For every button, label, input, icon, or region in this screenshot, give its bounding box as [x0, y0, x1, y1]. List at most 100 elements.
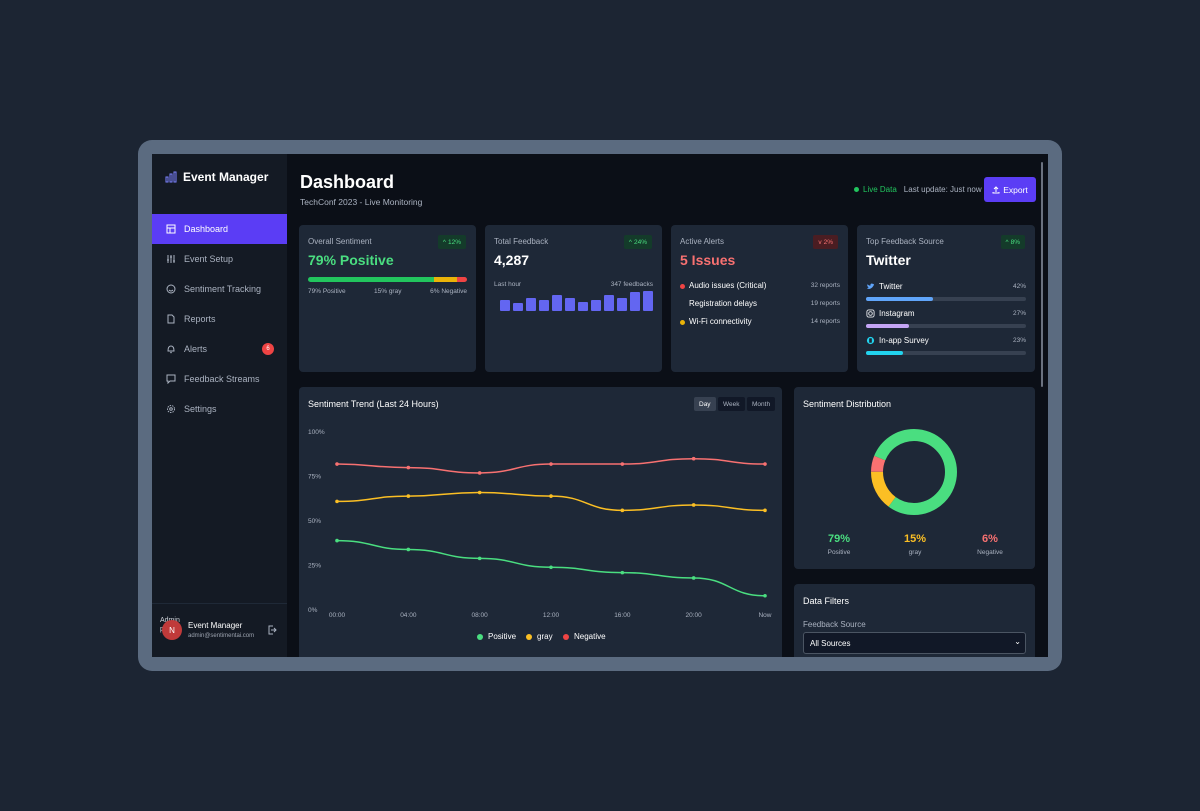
sidebar-item-sentiment-tracking[interactable]: Sentiment Tracking — [152, 274, 287, 304]
sentiment-distribution-card: Sentiment Distribution 79% Positive 15% … — [794, 387, 1035, 569]
user-email: admin@sentimentai.com — [188, 633, 255, 639]
legend-swatch — [526, 633, 532, 640]
gray-segment — [433, 277, 458, 282]
alert-item[interactable]: Wi-Fi connectivity 14 reports — [680, 317, 840, 329]
source-track — [866, 324, 1026, 328]
source-pct: 27% — [1012, 310, 1026, 317]
alert-item[interactable]: Registration delays 19 reports — [680, 299, 840, 311]
card-label: Top Feedback Source — [866, 237, 944, 246]
feedback-bar — [513, 303, 523, 311]
feedback-source-select[interactable]: All Sources ⌄ — [803, 632, 1026, 654]
data-point-gray — [549, 494, 553, 498]
x-tick-label: 12:00 — [543, 612, 560, 619]
data-point-gray — [477, 490, 482, 495]
feedback-bar — [500, 300, 510, 311]
donut-slice-positive — [871, 429, 957, 515]
sidebar-item-alerts[interactable]: Alerts 6 — [152, 334, 287, 364]
feedback-bar — [591, 300, 601, 311]
critical-dot — [680, 284, 685, 289]
last-hour-label: Last hour — [494, 281, 522, 288]
upload-icon — [992, 185, 1000, 193]
sidebar-item-reports[interactable]: Reports — [152, 304, 287, 334]
sidebar-item-label: Settings — [184, 404, 217, 414]
data-point-positive — [763, 593, 767, 598]
feedback-bar — [604, 295, 614, 311]
card-label: Total Feedback — [494, 237, 549, 246]
y-tick-label: 100% — [308, 429, 325, 436]
sidebar: Event Manager Dashboard Event Setup Sent… — [152, 154, 287, 657]
feedback-total: 4,287 — [494, 252, 530, 268]
export-button[interactable]: Export — [984, 177, 1036, 202]
negative-pct-label: 6% Negative — [430, 288, 467, 295]
negative-label: Negative — [977, 549, 1003, 556]
source-fill — [866, 351, 903, 355]
source-row-twitter: Twitter 42% — [866, 282, 1026, 306]
top-source-value: Twitter — [866, 252, 911, 268]
app-window: Event Manager Dashboard Event Setup Sent… — [152, 154, 1048, 657]
logout-icon[interactable] — [267, 625, 277, 635]
user-profile: Admin profile N Event Manager admin@sent… — [152, 603, 287, 657]
legend-positive[interactable]: Positive — [477, 632, 516, 641]
legend-label: gray — [537, 632, 553, 641]
trend-badge: ^ 8% — [1000, 235, 1025, 249]
feedback-bar — [630, 292, 640, 311]
x-tick-label: Now — [758, 612, 771, 619]
positive-value: 79% — [827, 533, 851, 545]
legend-label: Positive — [488, 632, 517, 641]
sentiment-trend-chart: 100% 75% 50% 25% 0% 00:00 04:00 08:00 12:00 16:00… — [308, 429, 772, 619]
last-update: Last update: Just now — [903, 185, 982, 194]
range-month-button[interactable]: Month — [747, 397, 776, 411]
source-fill — [866, 297, 934, 301]
range-day-button[interactable]: Day — [694, 397, 716, 411]
sentiment-breakdown-bar — [308, 277, 467, 282]
export-label: Export — [1003, 184, 1028, 195]
alerts-value: 5 Issues — [680, 252, 736, 268]
data-point-positive — [620, 570, 625, 575]
sidebar-item-dashboard[interactable]: Dashboard — [152, 214, 287, 244]
feedback-bar — [552, 295, 562, 311]
avatar[interactable]: N — [162, 620, 182, 640]
mobile-icon — [866, 336, 875, 345]
top-source-card: Top Feedback Source ^ 8% Twitter Twitter … — [857, 225, 1035, 372]
source-track — [866, 351, 1026, 355]
trend-badge: ^ 12% — [437, 235, 466, 249]
filters-title: Data Filters — [803, 596, 850, 606]
alert-count: 14 reports — [810, 318, 840, 325]
negative-segment — [457, 277, 467, 282]
data-point-negative — [691, 456, 696, 461]
live-status: Live Data Last update: Just now — [854, 185, 982, 194]
y-tick-label: 50% — [308, 518, 321, 525]
gear-icon — [167, 405, 175, 413]
scrollbar[interactable] — [1041, 162, 1043, 387]
feedback-bar — [617, 298, 627, 311]
data-point-positive — [477, 556, 482, 561]
sentiment-trend-card: Sentiment Trend (Last 24 Hours) Day Week… — [299, 387, 782, 657]
data-point-gray — [691, 503, 696, 507]
sidebar-item-settings[interactable]: Settings — [152, 394, 287, 424]
app-name: Event Manager — [183, 170, 269, 184]
arrow-up-icon: ^ — [628, 238, 632, 246]
feedback-bar — [526, 298, 536, 311]
main-content: Dashboard TechConf 2023 - Live Monitorin… — [287, 154, 1048, 657]
x-tick-label: 08:00 — [472, 612, 489, 619]
sidebar-item-event-setup[interactable]: Event Setup — [152, 244, 287, 274]
legend-negative[interactable]: Negative — [563, 632, 606, 641]
alert-item[interactable]: Audio issues (Critical) 32 reports — [680, 281, 840, 293]
data-point-gray — [406, 494, 411, 498]
data-point-gray — [620, 508, 625, 513]
data-point-gray — [763, 508, 767, 513]
trend-value: 8% — [1010, 238, 1020, 246]
gray-value: 15% — [903, 533, 927, 545]
distribution-title: Sentiment Distribution — [803, 399, 892, 409]
sidebar-item-feedback-streams[interactable]: Feedback Streams — [152, 364, 287, 394]
range-week-button[interactable]: Week — [718, 397, 745, 411]
alerts-count-badge: 6 — [262, 343, 274, 355]
data-filters-card: Data Filters Feedback Source All Sources… — [794, 584, 1035, 657]
dashboard-icon — [166, 224, 176, 234]
positive-segment — [308, 277, 434, 282]
feedback-bar — [643, 291, 653, 311]
data-point-negative — [763, 462, 767, 466]
brand[interactable]: Event Manager — [165, 170, 268, 184]
legend-gray[interactable]: gray — [526, 632, 553, 641]
positive-label: Positive — [827, 549, 851, 556]
